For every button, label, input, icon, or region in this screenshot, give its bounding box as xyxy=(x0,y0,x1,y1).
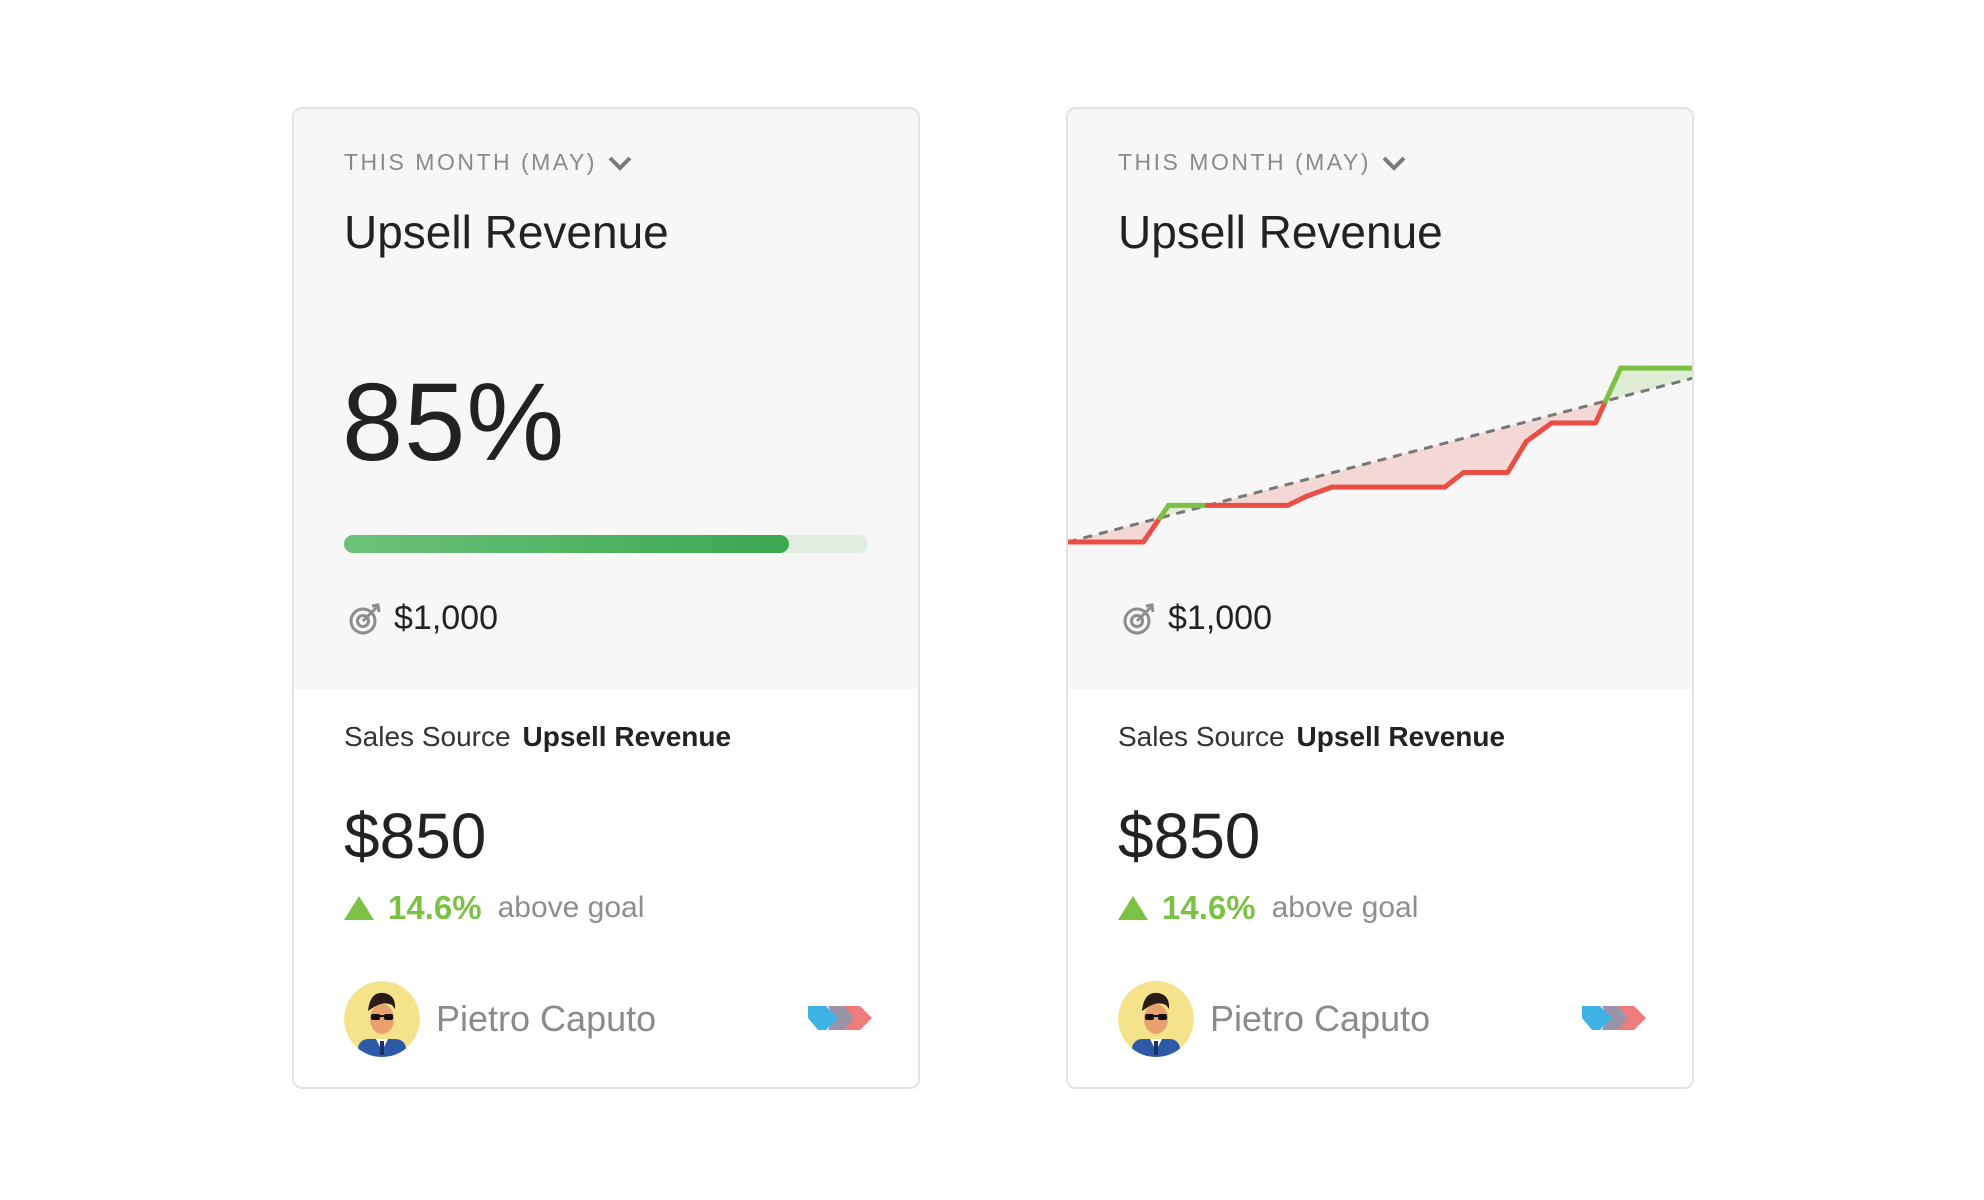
goal-row: $1,000 xyxy=(348,599,498,638)
source-value: Upsell Revenue xyxy=(522,721,732,752)
avatar xyxy=(344,981,420,1057)
tags-icon[interactable] xyxy=(804,1002,874,1036)
goal-value: $1,000 xyxy=(394,599,498,637)
sales-source: Sales Source Upsell Revenue xyxy=(344,721,731,753)
card-title: Upsell Revenue xyxy=(1118,206,1443,258)
chevron-down-icon xyxy=(1382,156,1406,171)
delta-text: above goal xyxy=(1271,891,1419,924)
chart-area-6 xyxy=(1287,479,1307,506)
amount-value: $850 xyxy=(344,800,487,872)
chart-area-17 xyxy=(1620,368,1640,398)
chart-line-segment-9 xyxy=(1442,469,1467,490)
chart-line-segment-7 xyxy=(1304,484,1335,499)
source-value: Upsell Revenue xyxy=(1296,721,1506,752)
owner-name: Pietro Caputo xyxy=(1210,998,1431,1039)
amount-value: $850 xyxy=(1118,800,1261,872)
period-dropdown[interactable]: THIS MONTH (MAY) xyxy=(344,149,633,176)
delta-row: 14.6% above goal xyxy=(1118,889,1418,927)
source-label: Sales Source xyxy=(1118,721,1285,752)
owner-name: Pietro Caputo xyxy=(436,998,657,1039)
goal-value: $1,000 xyxy=(1168,599,1272,637)
kpi-card-chart[interactable]: THIS MONTH (MAY) Upsell Revenue $1,000 S… xyxy=(1066,107,1694,1089)
up-triangle-icon xyxy=(1118,896,1148,920)
tags-icon[interactable] xyxy=(1578,1002,1648,1036)
period-dropdown[interactable]: THIS MONTH (MAY) xyxy=(1118,149,1407,176)
avatar xyxy=(1118,981,1194,1057)
chart-area-8 xyxy=(1331,443,1445,488)
percent-value: 85% xyxy=(342,361,566,484)
chart-area-14 xyxy=(1570,403,1596,424)
kpi-card-progress[interactable]: THIS MONTH (MAY) Upsell Revenue 85% $1,0… xyxy=(292,107,920,1089)
progress-bar-fill xyxy=(344,535,790,553)
chart-line-segment-15 xyxy=(1593,398,1609,426)
chart-area-11 xyxy=(1507,421,1527,473)
chart-line-segment-2 xyxy=(1157,502,1171,521)
period-label: THIS MONTH (MAY) xyxy=(344,149,597,175)
goal-row: $1,000 xyxy=(1122,599,1272,638)
chart-line-segment-12 xyxy=(1523,420,1555,444)
chart-line-segment-1 xyxy=(1140,515,1163,545)
chart-line-segment-16 xyxy=(1603,365,1624,404)
chart-area-10 xyxy=(1463,426,1508,473)
card-header: THIS MONTH (MAY) Upsell Revenue 85% $1,0… xyxy=(294,109,918,689)
progress-bar xyxy=(344,535,868,553)
delta-text: above goal xyxy=(497,891,645,924)
chart-line-segment-6 xyxy=(1285,493,1310,508)
period-label: THIS MONTH (MAY) xyxy=(1118,149,1371,175)
source-label: Sales Source xyxy=(344,721,511,752)
card-title: Upsell Revenue xyxy=(344,206,669,258)
chart-area-18 xyxy=(1639,368,1692,393)
target-line xyxy=(1068,376,1692,544)
delta-value: 14.6% xyxy=(1162,889,1256,926)
chart-area-7 xyxy=(1306,472,1332,497)
chart-area-13 xyxy=(1551,410,1571,424)
delta-row: 14.6% above goal xyxy=(344,889,644,927)
chart-line-segment-11 xyxy=(1505,438,1529,475)
delta-value: 14.6% xyxy=(388,889,482,926)
target-icon xyxy=(349,602,381,634)
up-triangle-icon xyxy=(344,896,374,920)
revenue-chart xyxy=(1068,365,1692,545)
chevron-down-icon xyxy=(608,156,632,171)
target-icon xyxy=(1123,602,1155,634)
chart-area-0 xyxy=(1068,522,1144,542)
chart-area-1 xyxy=(1143,517,1160,542)
sales-source: Sales Source Upsell Revenue xyxy=(1118,721,1505,753)
owner[interactable]: Pietro Caputo xyxy=(1118,981,1430,1057)
card-header: THIS MONTH (MAY) Upsell Revenue $1,000 xyxy=(1068,109,1692,689)
owner[interactable]: Pietro Caputo xyxy=(344,981,656,1057)
